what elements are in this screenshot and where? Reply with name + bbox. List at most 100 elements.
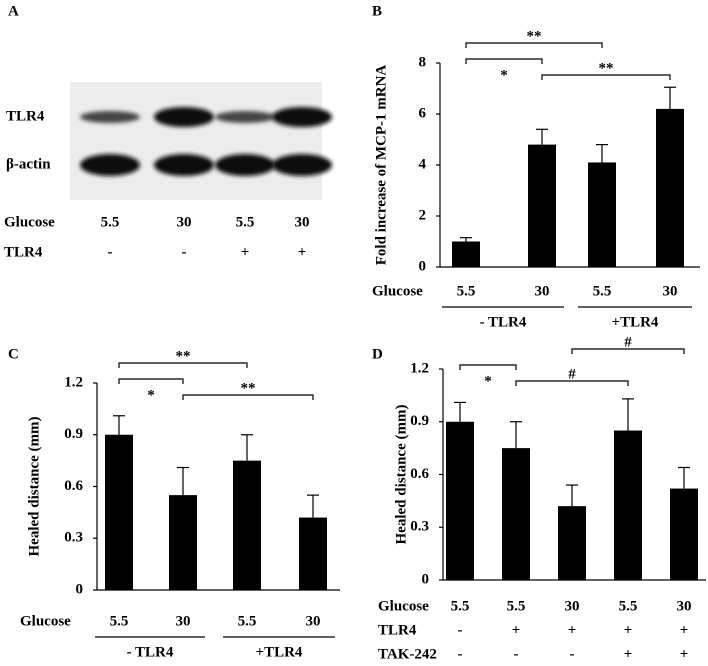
- blot-band: [272, 154, 332, 176]
- significance-bracket: [459, 364, 517, 370]
- row-label: Glucose: [4, 214, 55, 230]
- x-tick-label: 5.5: [457, 283, 476, 299]
- lane-label: +: [298, 244, 307, 260]
- y-tick-label: 8: [419, 54, 427, 70]
- y-axis-label: Healed distance (mm): [26, 417, 42, 557]
- y-tick-label: 1.2: [64, 374, 83, 390]
- bar: [452, 241, 480, 267]
- blot-band: [154, 107, 214, 127]
- row-label: Glucose: [378, 598, 429, 614]
- significance-label: *: [500, 67, 508, 83]
- row-label: TLR4: [4, 244, 43, 260]
- x-tick-label: 5.5: [593, 283, 612, 299]
- y-tick-label: 0.9: [64, 426, 83, 442]
- x-tick-label: +: [512, 622, 521, 638]
- lane-label: 5.5: [236, 214, 255, 230]
- x-tick-label: +: [624, 622, 633, 638]
- bar: [614, 430, 642, 580]
- group-label: +TLR4: [612, 314, 659, 330]
- bar: [446, 421, 474, 580]
- significance-label: *: [147, 387, 155, 403]
- y-axis-label: Fold increase of MCP-1 mRNA: [373, 65, 389, 266]
- significance-bracket: [182, 394, 314, 400]
- x-tick-label: +: [624, 646, 633, 662]
- blot-band: [80, 111, 140, 123]
- x-tick-label: +: [568, 622, 577, 638]
- bar: [558, 506, 586, 580]
- band-label: TLR4: [6, 108, 45, 124]
- bar: [169, 495, 197, 590]
- x-tick-label: 5.5: [619, 598, 638, 614]
- x-tick-label: 5.5: [451, 598, 470, 614]
- row-label: Glucose: [20, 613, 71, 629]
- lane-label: +: [241, 244, 250, 260]
- x-tick-label: -: [458, 622, 463, 638]
- x-tick-label: 30: [176, 613, 191, 629]
- x-tick-label: 5.5: [110, 613, 129, 629]
- bar: [656, 108, 684, 268]
- bar: [502, 448, 530, 580]
- lane-label: -: [182, 244, 187, 260]
- y-tick-label: 6: [419, 105, 427, 121]
- bar: [670, 488, 698, 580]
- panel-letter: B: [372, 3, 382, 19]
- group-label: - TLR4: [480, 314, 527, 330]
- x-tick-label: -: [514, 646, 519, 662]
- blot-band: [215, 154, 275, 176]
- significance-label: **: [527, 28, 542, 44]
- x-tick-label: -: [458, 646, 463, 662]
- blot-image: [70, 82, 322, 200]
- y-tick-label: 1.2: [410, 360, 429, 376]
- panel-letter: C: [8, 346, 19, 362]
- band-label: β-actin: [6, 156, 51, 172]
- lane-label: -: [108, 244, 113, 260]
- row-label: TLR4: [378, 622, 417, 638]
- y-tick-label: 2: [419, 207, 427, 223]
- x-tick-label: -: [570, 646, 575, 662]
- x-tick-label: 5.5: [238, 613, 257, 629]
- y-tick-label: 4: [419, 156, 427, 172]
- x-tick-label: 30: [663, 283, 678, 299]
- group-label: - TLR4: [127, 644, 174, 660]
- y-tick-label: 0.6: [64, 478, 83, 494]
- significance-label: **: [599, 60, 614, 76]
- significance-bracket: [465, 42, 603, 48]
- y-tick-label: 0.3: [64, 530, 83, 546]
- bar: [233, 460, 261, 590]
- x-tick-label: +: [680, 622, 689, 638]
- significance-bracket: [515, 380, 629, 386]
- blot-band: [215, 111, 275, 123]
- lane-label: 30: [177, 214, 192, 230]
- x-tick-label: 30: [677, 598, 692, 614]
- panel-letter: A: [8, 3, 19, 19]
- lane-label: 5.5: [101, 214, 120, 230]
- blot-band: [154, 154, 214, 176]
- x-tick-label: 5.5: [507, 598, 526, 614]
- bar: [105, 434, 133, 590]
- x-tick-label: 30: [535, 283, 550, 299]
- x-tick-label: 30: [306, 613, 321, 629]
- x-tick-label: 30: [565, 598, 580, 614]
- blot-band: [80, 154, 140, 176]
- significance-label: **: [176, 348, 191, 364]
- significance-label: *: [484, 373, 492, 389]
- y-tick-label: 0: [422, 571, 430, 587]
- significance-label: #: [568, 366, 576, 382]
- significance-bracket: [465, 58, 543, 64]
- y-axis-label: Healed distance (mm): [393, 405, 409, 545]
- row-label: TAK-242: [378, 646, 437, 662]
- significance-bracket: [118, 362, 248, 368]
- group-label: +TLR4: [256, 644, 303, 660]
- row-label: Glucose: [372, 283, 423, 299]
- y-tick-label: 0: [76, 581, 84, 597]
- y-tick-label: 0.3: [410, 519, 429, 535]
- y-tick-label: 0.6: [410, 466, 429, 482]
- blot-band: [272, 107, 332, 127]
- significance-bracket: [541, 74, 671, 80]
- y-tick-label: 0.9: [410, 413, 429, 429]
- significance-label: #: [624, 334, 632, 350]
- significance-label: **: [241, 380, 256, 396]
- bar: [299, 517, 327, 590]
- lane-label: 30: [295, 214, 310, 230]
